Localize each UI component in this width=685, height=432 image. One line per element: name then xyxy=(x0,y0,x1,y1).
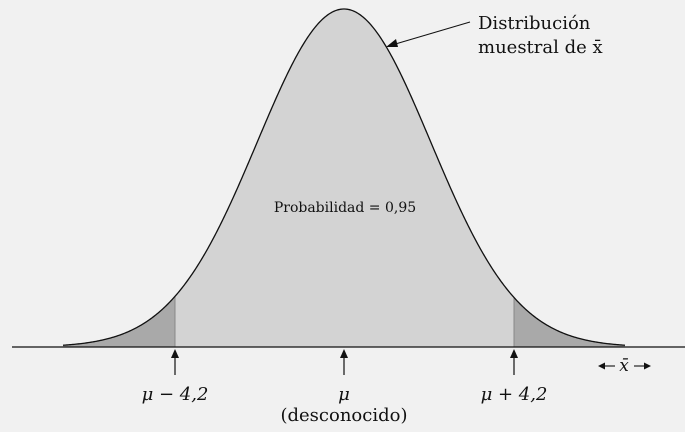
marker-arrow-center xyxy=(340,349,348,375)
marker-label-center: μ xyxy=(338,384,350,405)
left-tail-region xyxy=(63,296,175,347)
central-region xyxy=(175,9,514,347)
curve-label-pointer-arrowhead xyxy=(386,39,398,47)
marker-label-right: μ + 4,2 xyxy=(481,384,548,405)
curve-label-pointer xyxy=(391,21,471,46)
normal-curve xyxy=(62,8,626,346)
probability-label: Probabilidad = 0,95 xyxy=(274,200,416,216)
marker-sublabel-center: (desconocido) xyxy=(280,405,407,426)
curve-label-line2: muestral de x̄ xyxy=(478,37,603,58)
axis-variable-label: x̄ xyxy=(619,356,629,376)
marker-label-left: μ − 4,2 xyxy=(142,384,209,405)
curve-label-line1: Distribución xyxy=(478,13,591,34)
marker-arrow-right xyxy=(510,349,518,375)
right-tail-region xyxy=(514,297,625,347)
axis-variable-indicator xyxy=(598,362,651,370)
marker-arrow-left xyxy=(171,349,179,375)
